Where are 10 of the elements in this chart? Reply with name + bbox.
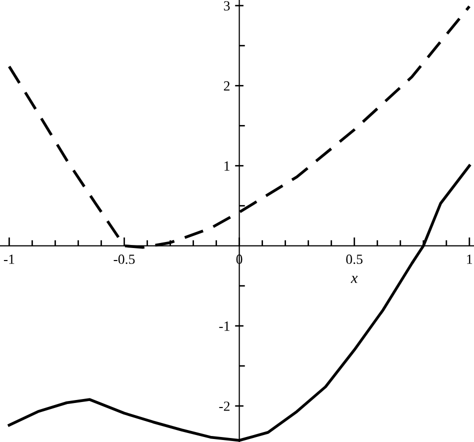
x-tick-label: -1 <box>4 254 14 264</box>
y-tick-label: -2 <box>219 402 230 411</box>
x-tick-label: 0.5 <box>346 254 362 264</box>
y-tick-label: -1 <box>219 322 230 331</box>
x-axis-title: x <box>350 276 358 283</box>
y-tick-label: 3 <box>224 1 230 11</box>
x-tick-label: 1 <box>467 254 472 264</box>
y-tick-label: 2 <box>224 81 230 90</box>
x-tick-label: -0.5 <box>114 254 135 264</box>
y-tick-label: 1 <box>224 161 230 171</box>
